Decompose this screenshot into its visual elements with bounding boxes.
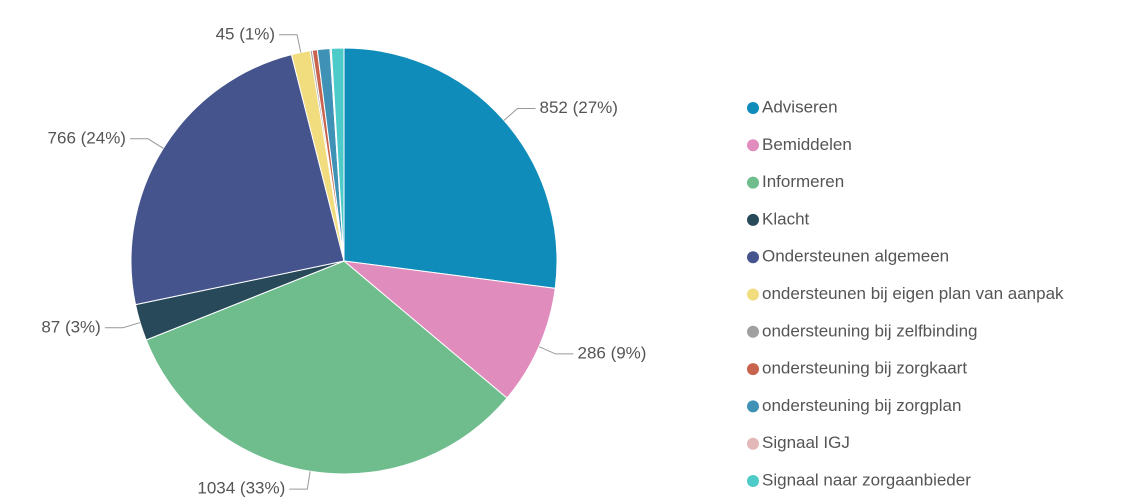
data-label: 45 (1%) [216, 24, 276, 43]
leader-line [104, 322, 141, 329]
leader-line [279, 34, 302, 53]
leader-line [289, 471, 311, 490]
leader-line [503, 107, 536, 121]
data-label: 1034 (33%) [197, 479, 285, 498]
legend-marker [747, 288, 759, 301]
legend-label: ondersteuning bij zelfbinding [762, 321, 978, 340]
legend-marker [747, 400, 759, 413]
leader-line [538, 346, 574, 355]
pie-slice [330, 47, 345, 262]
legend-label: ondersteuning bij zorgkaart [762, 359, 967, 378]
legend-marker [747, 102, 759, 114]
legend-label: Bemiddelen [762, 135, 852, 154]
legend-label: Klacht [762, 209, 810, 228]
legend-marker [747, 437, 759, 450]
data-label: 766 (24%) [48, 128, 126, 147]
legend-marker [747, 139, 759, 152]
legend-label: Ondersteunen algemeen [762, 247, 949, 266]
legend-label: Adviseren [762, 97, 838, 116]
legend-marker [747, 363, 759, 376]
legend-label: ondersteunen bij eigen plan van aanpak [762, 284, 1064, 303]
legend-label: Signaal naar zorgaanbieder [762, 470, 971, 489]
legend-label: Signaal IGJ [762, 433, 850, 452]
data-label: 286 (9%) [577, 343, 646, 362]
legend-marker [747, 251, 759, 264]
pie-slice [130, 53, 345, 306]
legend-marker [747, 475, 759, 487]
leader-line [129, 138, 164, 149]
legend-label: Informeren [762, 172, 844, 191]
data-label: 87 (3%) [41, 317, 101, 336]
legend-marker [747, 325, 759, 338]
pie-slice [145, 260, 508, 475]
data-label: 852 (27%) [540, 98, 618, 117]
legend-label: ondersteuning bij zorgplan [762, 396, 961, 415]
legend-marker [747, 213, 759, 226]
legend-marker [747, 176, 759, 189]
pie-slice [343, 47, 558, 289]
